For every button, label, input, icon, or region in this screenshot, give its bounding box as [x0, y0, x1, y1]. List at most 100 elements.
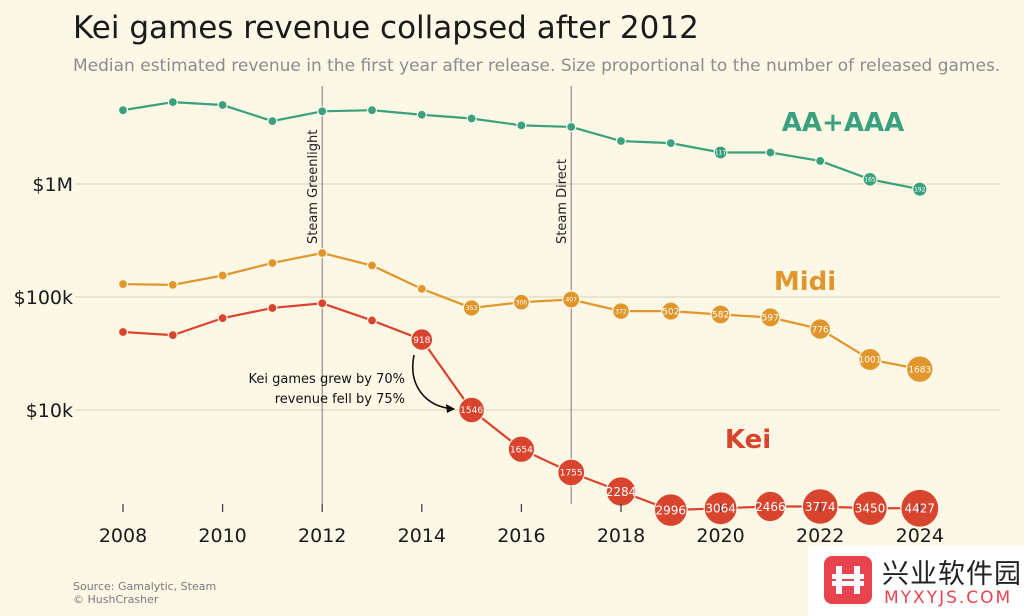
data-label: 3450 — [855, 502, 886, 516]
data-label: 2996 — [656, 503, 687, 517]
series-name-label: AA+AAA — [782, 108, 904, 138]
series-name-label: Midi — [774, 267, 836, 297]
source-note: Source: Gamalytic, Steam © HushCrasher — [73, 580, 216, 606]
data-point — [665, 138, 676, 149]
data-label: 776 — [812, 325, 829, 335]
series-aa-aaa: 117 165 192 AA+AAA — [117, 97, 928, 197]
series: 117 165 192 AA+AAA 353 306 407 372 502 582 597 776 1… — [117, 97, 940, 528]
chart-title: Kei games revenue collapsed after 2012 — [73, 10, 699, 46]
data-point — [416, 109, 427, 120]
data-label: 306 — [516, 299, 528, 306]
data-point — [809, 318, 832, 340]
data-point — [366, 105, 378, 116]
y-tick-label: $1M — [32, 174, 73, 196]
grid — [75, 183, 1000, 411]
data-point — [466, 113, 477, 124]
data-point — [217, 270, 228, 281]
annotation-arrow — [412, 354, 455, 410]
data-point — [507, 435, 536, 463]
x-tick-label: 2018 — [597, 525, 645, 547]
event-label: Steam Direct — [555, 159, 570, 244]
data-point — [562, 290, 581, 309]
data-point — [912, 181, 928, 197]
watermark-logo-icon — [824, 556, 872, 604]
x-tick-label: 2010 — [198, 525, 246, 547]
copyright-text: © HushCrasher — [73, 593, 159, 606]
data-label: 1001 — [859, 356, 882, 366]
data-point — [217, 313, 228, 324]
data-label: 117 — [715, 150, 727, 157]
data-point — [366, 260, 378, 271]
y-tick-label: $100k — [14, 287, 73, 309]
data-point — [167, 279, 178, 290]
data-point — [566, 121, 577, 133]
event-label: Steam Greenlight — [306, 130, 321, 244]
data-label: 1546 — [460, 406, 483, 416]
event-lines: Steam Greenlight Steam Direct — [306, 86, 572, 504]
data-point — [366, 315, 378, 326]
annotation: Kei games grew by 70% revenue fell by 75% — [249, 354, 455, 413]
series-line — [122, 302, 920, 512]
data-point — [117, 105, 129, 116]
x-tick-label: 2020 — [696, 525, 744, 547]
data-point — [765, 147, 776, 158]
data-point — [557, 458, 586, 487]
series-midi: 353 306 407 372 502 582 597 776 1001 1683 Midi — [117, 247, 934, 383]
data-label: 372 — [615, 308, 627, 315]
annotation-arrowhead — [446, 404, 455, 413]
data-point — [905, 355, 934, 383]
data-point — [416, 283, 427, 294]
data-point — [267, 257, 278, 269]
data-point — [458, 396, 486, 424]
data-point — [462, 299, 481, 317]
data-point — [710, 304, 731, 325]
data-label: 192 — [914, 186, 926, 193]
series-name-label: Kei — [725, 425, 771, 455]
data-label: 1683 — [908, 365, 931, 375]
data-label: 2466 — [755, 500, 786, 514]
data-point — [167, 97, 178, 108]
x-tick-label: 2024 — [896, 525, 944, 547]
y-tick-label: $10k — [26, 400, 73, 422]
data-point — [317, 247, 328, 259]
annotation-line2: revenue fell by 75% — [275, 392, 405, 407]
watermark-text: 兴业软件园 — [882, 559, 1022, 590]
data-label: 1755 — [560, 469, 583, 479]
data-point — [317, 298, 328, 309]
data-point — [516, 120, 527, 131]
data-label: 597 — [762, 314, 779, 324]
watermark: 兴业软件园 MYXYJS.COM — [808, 546, 1024, 616]
chart-subtitle: Median estimated revenue in the first ye… — [73, 56, 1001, 76]
data-point — [117, 326, 129, 338]
data-point — [653, 493, 688, 528]
x-tick-label: 2014 — [398, 525, 446, 547]
data-point — [512, 293, 530, 311]
data-point — [267, 116, 278, 127]
x-tick-label: 2016 — [497, 525, 545, 547]
data-point — [410, 328, 434, 352]
data-point — [615, 135, 627, 147]
data-point — [754, 490, 787, 523]
x-tick-label: 2022 — [796, 525, 844, 547]
data-label: 407 — [565, 297, 577, 304]
data-label: 165 — [864, 176, 876, 183]
data-point — [317, 106, 328, 117]
x-tick-label: 2008 — [99, 525, 147, 547]
data-point — [815, 155, 826, 167]
data-point — [661, 301, 681, 321]
data-point — [167, 330, 178, 341]
data-point — [852, 490, 888, 527]
data-label: 2284 — [606, 485, 637, 499]
data-point — [117, 279, 129, 290]
data-point — [612, 302, 630, 321]
x-tick-label: 2012 — [298, 525, 346, 547]
data-label: 502 — [662, 307, 679, 317]
data-point — [760, 307, 781, 328]
watermark-url: MYXYJS.COM — [884, 588, 1013, 608]
data-point — [862, 171, 878, 187]
annotation-line1: Kei games grew by 70% — [249, 372, 405, 387]
data-label: 918 — [413, 336, 430, 346]
data-label: 582 — [712, 311, 729, 321]
data-label: 353 — [466, 305, 478, 312]
